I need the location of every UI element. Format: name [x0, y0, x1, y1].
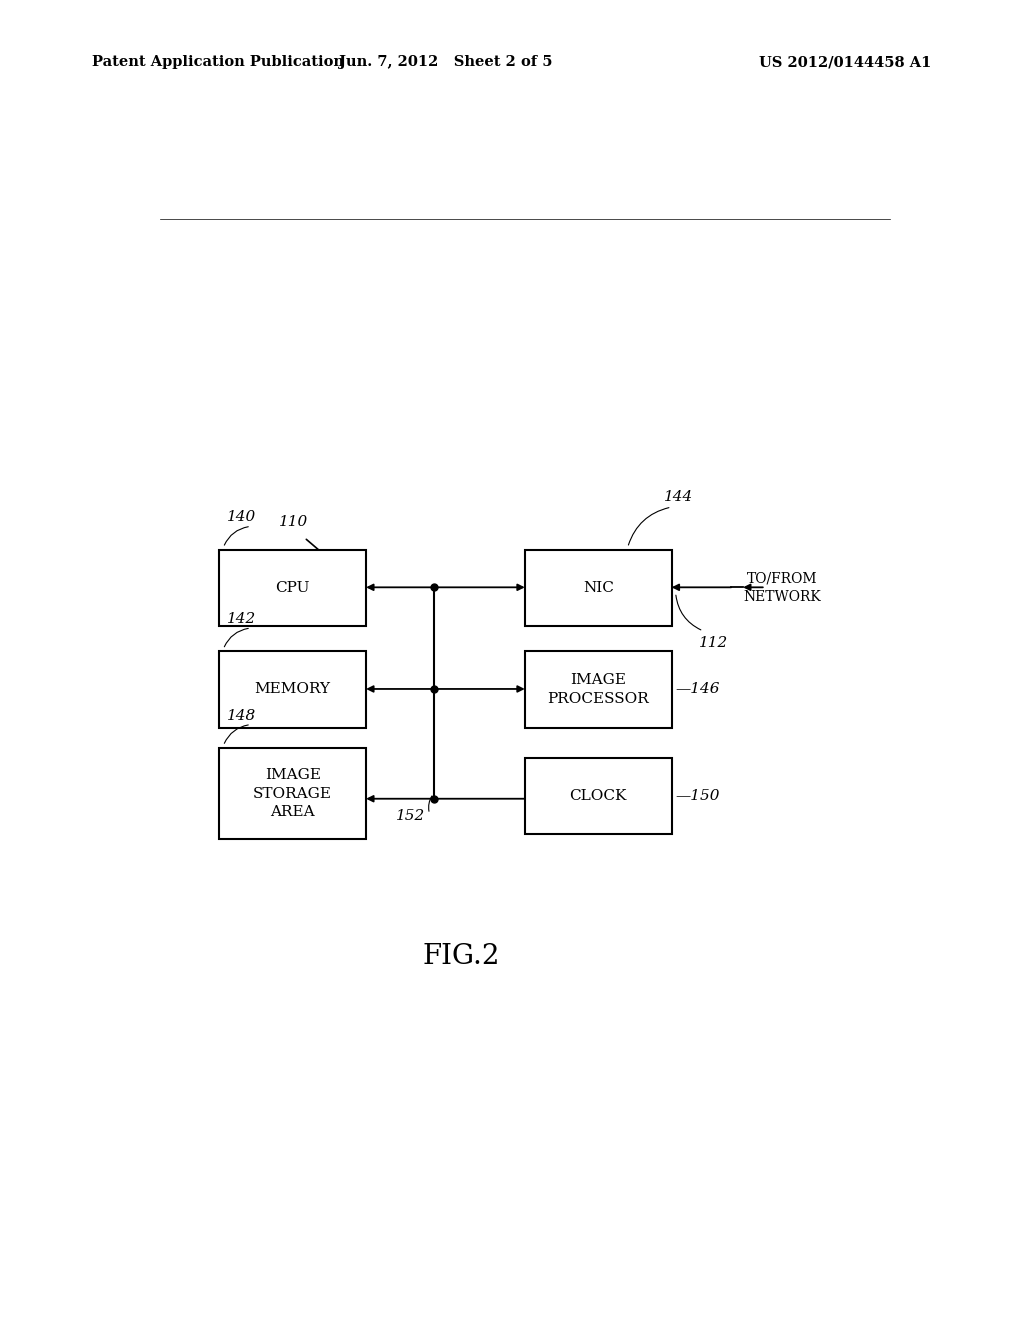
- Bar: [524, 758, 672, 834]
- Bar: [524, 651, 672, 727]
- Text: 112: 112: [699, 636, 729, 651]
- Text: IMAGE
STORAGE
AREA: IMAGE STORAGE AREA: [253, 768, 332, 818]
- Text: CLOCK: CLOCK: [569, 789, 627, 803]
- Text: US 2012/0144458 A1: US 2012/0144458 A1: [760, 55, 932, 70]
- Text: TO/FROM
NETWORK: TO/FROM NETWORK: [743, 572, 821, 603]
- Text: 152: 152: [396, 809, 426, 822]
- Bar: [219, 651, 367, 727]
- Text: Patent Application Publication: Patent Application Publication: [92, 55, 344, 70]
- Text: —150: —150: [676, 789, 720, 803]
- Text: FIG.2: FIG.2: [423, 942, 500, 970]
- Text: Jun. 7, 2012   Sheet 2 of 5: Jun. 7, 2012 Sheet 2 of 5: [339, 55, 552, 70]
- Text: 140: 140: [227, 511, 256, 524]
- Text: MEMORY: MEMORY: [255, 682, 331, 697]
- Text: NIC: NIC: [583, 581, 613, 595]
- Text: 144: 144: [664, 490, 693, 504]
- Text: 110: 110: [279, 515, 308, 529]
- Text: 142: 142: [227, 612, 256, 626]
- Text: —146: —146: [676, 682, 720, 697]
- Bar: [524, 549, 672, 626]
- Bar: [219, 549, 367, 626]
- Text: 148: 148: [227, 709, 256, 722]
- Text: CPU: CPU: [275, 581, 310, 595]
- Bar: [219, 748, 367, 840]
- Text: IMAGE
PROCESSOR: IMAGE PROCESSOR: [548, 673, 649, 706]
